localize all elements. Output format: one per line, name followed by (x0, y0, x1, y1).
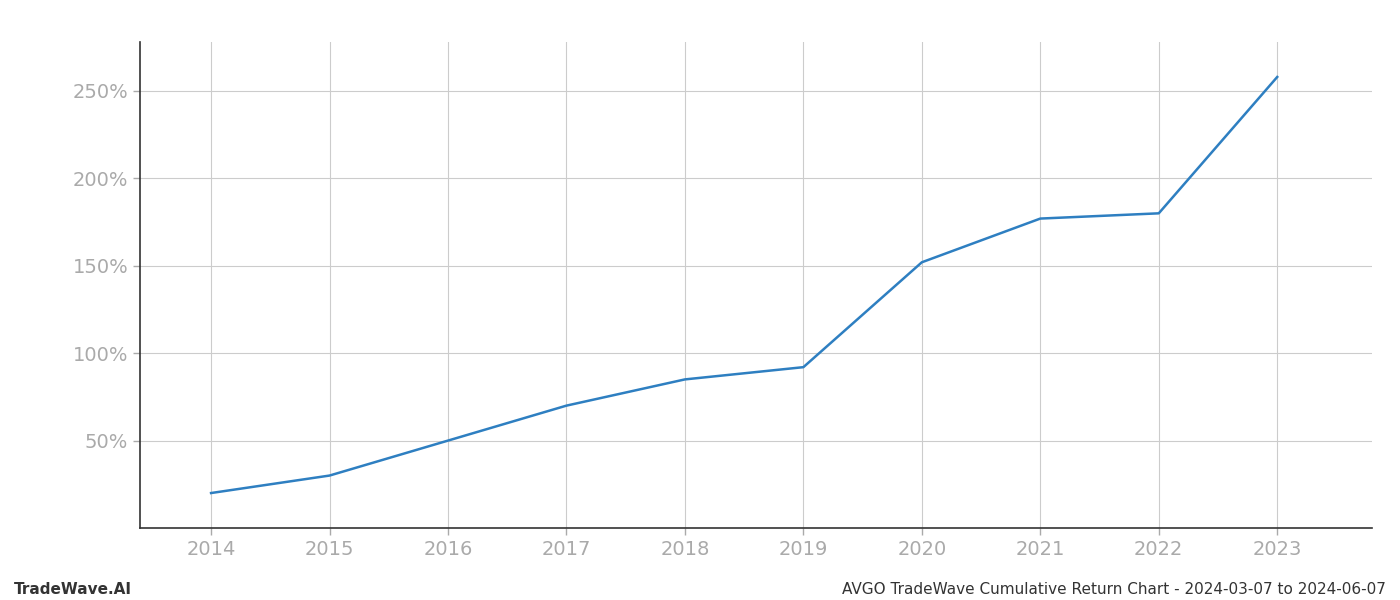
Text: TradeWave.AI: TradeWave.AI (14, 582, 132, 597)
Text: AVGO TradeWave Cumulative Return Chart - 2024-03-07 to 2024-06-07: AVGO TradeWave Cumulative Return Chart -… (843, 582, 1386, 597)
